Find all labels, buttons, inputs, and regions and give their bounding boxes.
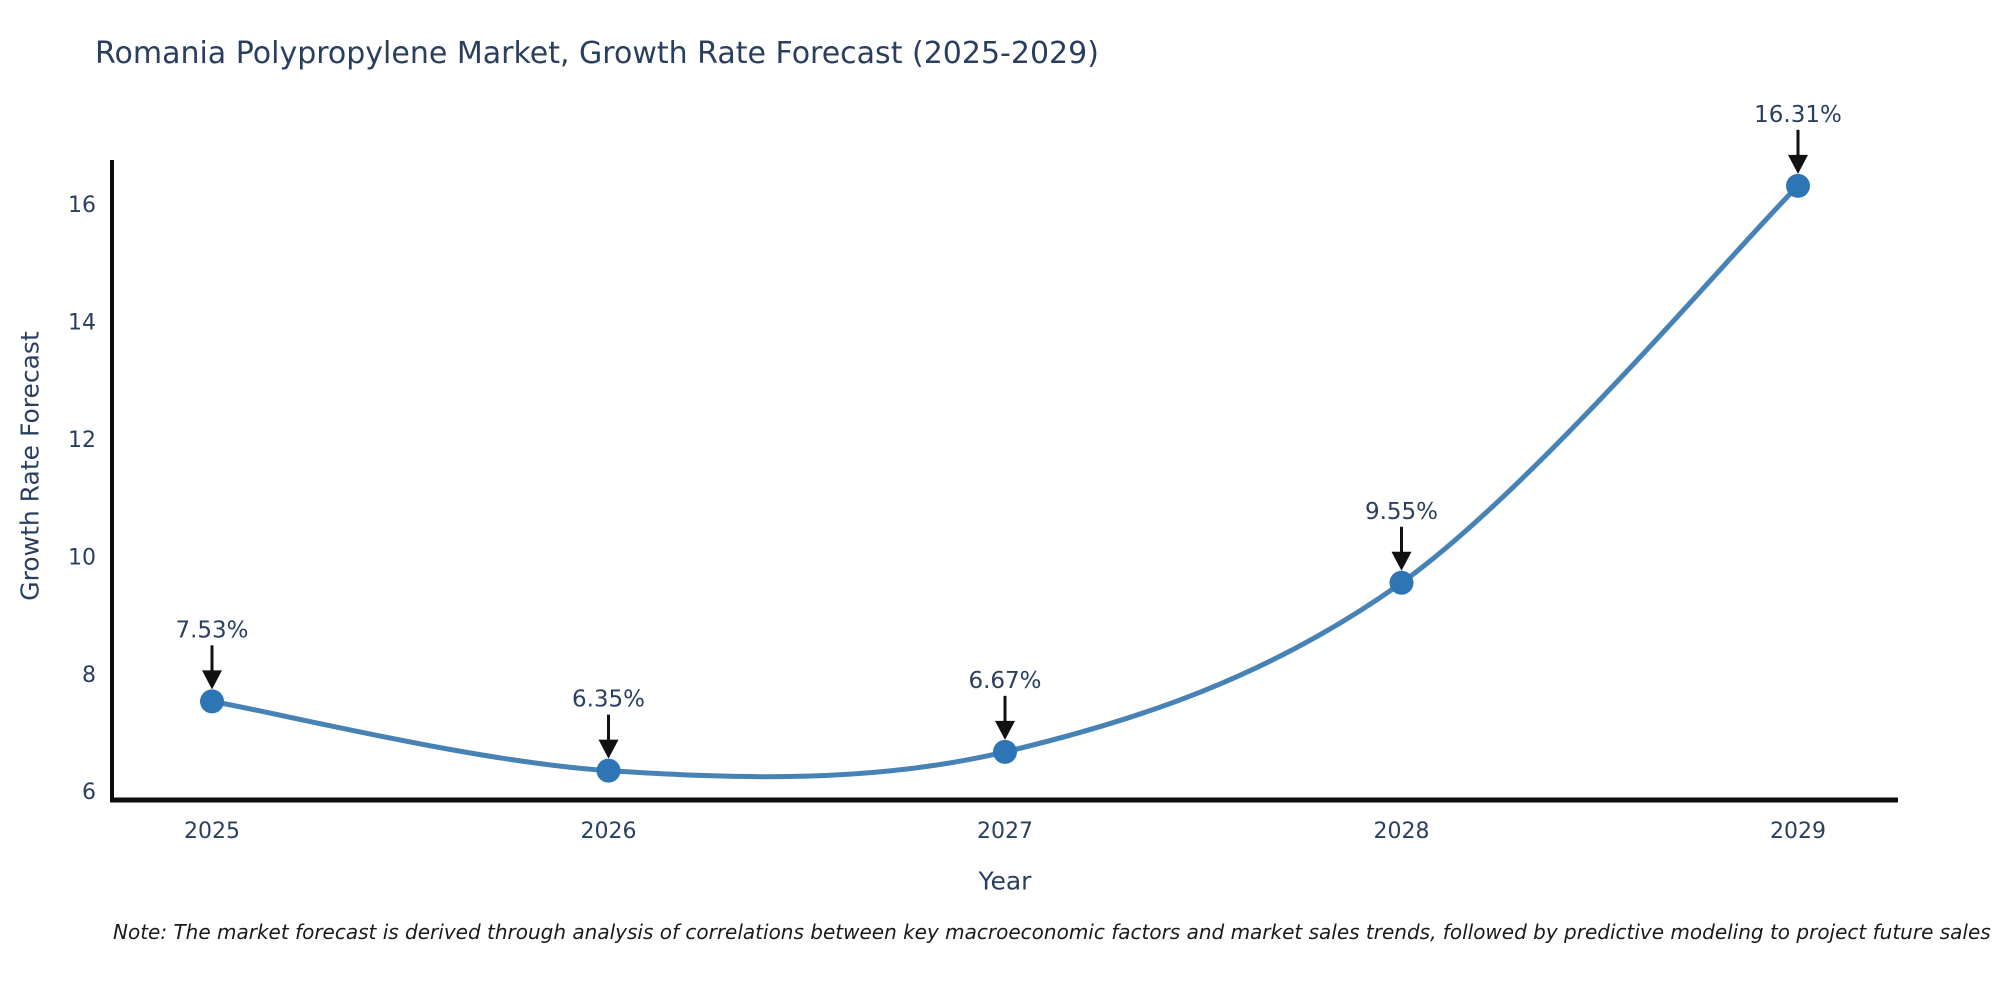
- annotation-arrow-head: [995, 720, 1015, 740]
- chart-title: Romania Polypropylene Market, Growth Rat…: [95, 36, 1099, 71]
- y-axis-title: Growth Rate Forecast: [15, 331, 45, 601]
- y-tick-label: 12: [68, 428, 96, 453]
- annotation-arrow-head: [598, 739, 619, 759]
- data-point-marker: [596, 758, 621, 783]
- data-point-marker: [993, 739, 1017, 764]
- annotation-arrow-head: [202, 670, 222, 690]
- data-point-label: 6.35%: [572, 687, 645, 713]
- data-point-label: 9.55%: [1365, 499, 1438, 525]
- annotation-arrow-head: [1391, 551, 1412, 571]
- x-tick-label: 2028: [1374, 819, 1430, 844]
- x-tick-label: 2025: [184, 819, 240, 844]
- data-point-marker: [200, 689, 224, 714]
- data-point-label: 6.67%: [968, 668, 1041, 694]
- data-point-marker: [1389, 570, 1414, 595]
- data-point-label: 16.31%: [1754, 102, 1842, 128]
- y-tick-label: 16: [68, 193, 96, 218]
- x-axis-title: Year: [978, 866, 1032, 896]
- y-tick-label: 8: [82, 663, 96, 688]
- footnote: Note: The market forecast is derived thr…: [113, 920, 1991, 944]
- data-point-label: 7.53%: [175, 617, 248, 643]
- y-tick-label: 14: [68, 310, 96, 335]
- x-tick-label: 2029: [1770, 819, 1826, 844]
- annotation-arrow-head: [1788, 154, 1808, 174]
- data-point-marker: [1786, 173, 1810, 198]
- x-tick-label: 2026: [581, 819, 637, 844]
- y-tick-label: 6: [82, 780, 96, 805]
- x-tick-label: 2027: [977, 819, 1033, 844]
- y-tick-label: 10: [68, 545, 96, 570]
